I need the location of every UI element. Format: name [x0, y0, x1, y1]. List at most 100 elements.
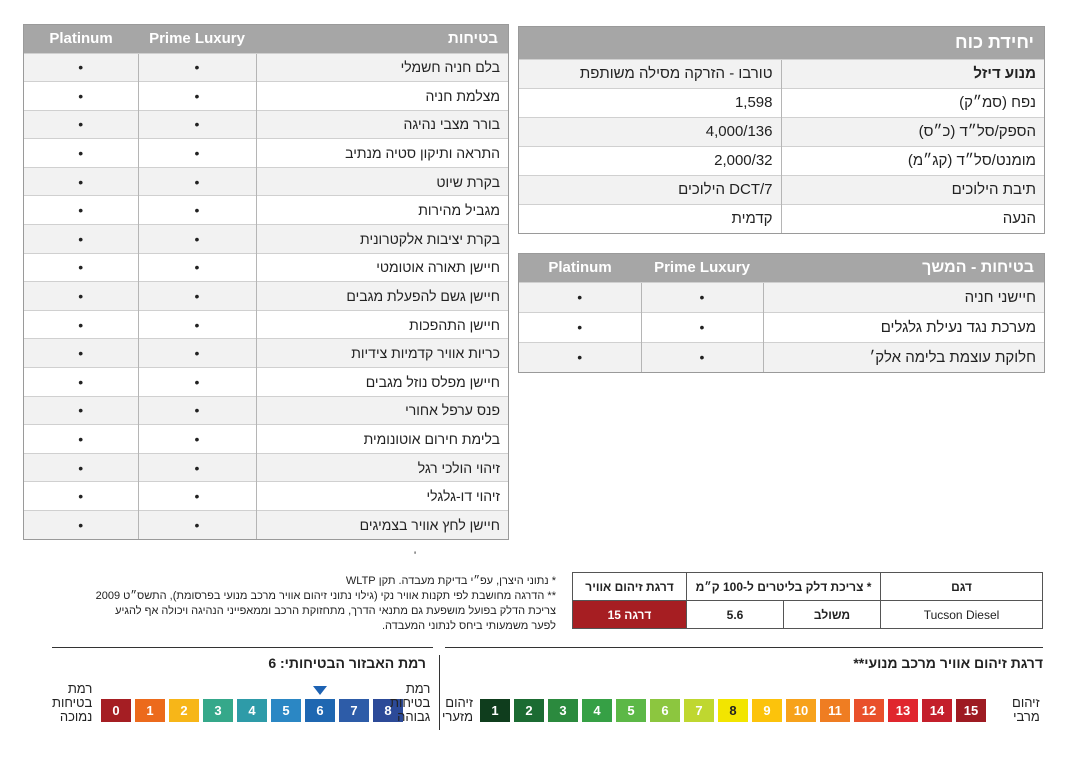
safety-item-label: בלם חניה חשמלי [255, 52, 508, 82]
platinum-dot: • [519, 281, 641, 312]
platinum-dot: • [24, 481, 138, 511]
prime-luxury-dot: • [137, 395, 256, 425]
safety-level-cell: 4 [237, 699, 267, 722]
prime-luxury-dot: • [137, 510, 256, 540]
power-table: יחידת כוח טורבו - הזרקה מסילה משותפת מנוע… [518, 26, 1045, 234]
safety-level-pointer [313, 686, 327, 695]
prime-luxury-dot: • [137, 281, 256, 311]
safety-item-label: בורר מצבי נהיגה [255, 109, 508, 139]
fuel-grade: דרגה 15 [572, 600, 687, 629]
pollution-grade-cell: 6 [650, 699, 680, 722]
pollution-grade-cell: 7 [684, 699, 714, 722]
safety-level-cell: 7 [339, 699, 369, 722]
prime-luxury-dot: • [137, 424, 256, 454]
safety-title: בטיחות [448, 30, 498, 48]
note-1: * נתוני היצרן, עפ״י בדיקת מעבדה. תקן WLT… [345, 575, 556, 587]
stray-mark: ' [414, 550, 417, 562]
platinum-dot: • [24, 424, 138, 454]
fuel-h-model: דגם [880, 572, 1043, 601]
safety-row: • • התראה ותיקון סטיה מנתיב [24, 138, 508, 168]
prime-luxury-dot: • [137, 81, 256, 111]
power-value: קדמית [519, 203, 781, 233]
safety2-header: Platinum Prime Luxury בטיחות - המשך [519, 254, 1044, 282]
safety-item-label: חיישן לחץ אוויר בצמיגים [255, 510, 508, 540]
prime-luxury-dot: • [137, 252, 256, 282]
fuel-value: 5.6 [686, 600, 784, 629]
pollution-grade-cell: 10 [786, 699, 816, 722]
power-label: תיבת הילוכים [780, 174, 1044, 204]
safety-level-cell: 3 [203, 699, 233, 722]
safety-row: • • מגביל מהירות [24, 195, 508, 225]
rule-left [52, 647, 433, 648]
power-header: יחידת כוח [519, 27, 1044, 59]
pollution-title: דרגת זיהום אוויר מרכב מנועי** [853, 655, 1043, 671]
pollution-min-label: זיהום מזערי [442, 695, 474, 724]
power-label: הספק/סל״ד (כ״ס) [780, 116, 1044, 146]
power-row: 4,000/136 הספק/סל״ד (כ״ס) [519, 116, 1044, 146]
pollution-grade-cell: 8 [718, 699, 748, 722]
pollution-grade-cell: 13 [888, 699, 918, 722]
safety-item-label: חיישן תאורה אוטומטי [255, 252, 508, 282]
footnotes: * נתוני היצרן, עפ״י בדיקת מעבדה. תקן WLT… [30, 574, 556, 634]
power-value: 2,000/32 [519, 145, 781, 175]
platinum-dot: • [24, 109, 138, 139]
pollution-grade-cell: 3 [548, 699, 578, 722]
platinum-dot: • [24, 452, 138, 482]
safety2-item-label: חלוקת עוצמת בלימה אלק׳ [762, 341, 1044, 372]
platinum-dot: • [519, 341, 641, 372]
prime-luxury-dot: • [137, 452, 256, 482]
pollution-grade-cell: 1 [480, 699, 510, 722]
safety2-row: • • מערכת נגד נעילת גלגלים [519, 311, 1044, 342]
safety-item-label: מגביל מהירות [255, 195, 508, 225]
note-2: ** הדרגה מחושבת לפי תקנות אוויר נקי (גיל… [95, 590, 556, 602]
safety-header: Platinum Prime Luxury בטיחות [24, 25, 508, 53]
safety-item-label: התראה ותיקון סטיה מנתיב [255, 138, 508, 168]
safety-high-label: רמת בטיחות גבוהה [390, 681, 431, 724]
platinum-dot: • [24, 309, 138, 339]
rule-right [445, 647, 1043, 648]
safety-item-label: פנס ערפל אחורי [255, 395, 508, 425]
power-title: יחידת כוח [955, 32, 1034, 53]
prime-luxury-dot: • [640, 311, 763, 342]
prime-luxury-dot: • [137, 109, 256, 139]
prime-luxury-dot: • [137, 309, 256, 339]
prime-luxury-dot: • [137, 138, 256, 168]
safety-item-label: חיישן מפלס נוזל מגבים [255, 367, 508, 397]
power-label: מנוע דיזל [780, 58, 1044, 88]
pollution-grade-cell: 5 [616, 699, 646, 722]
safety-level-title: רמת האבזור הבטיחותי: 6 [268, 655, 426, 671]
fuel-row: דרגה 15 5.6 משולב Tucson Diesel [572, 600, 1043, 629]
col2-platinum: Platinum [548, 259, 612, 277]
prime-luxury-dot: • [137, 195, 256, 225]
safety-row: • • זיהוי דו-גלגלי [24, 481, 508, 511]
pollution-max-label: זיהום מרבי [1012, 695, 1040, 724]
safety-item-label: בקרת שיוט [255, 166, 508, 196]
safety-row: • • חיישן מפלס נוזל מגבים [24, 367, 508, 397]
pollution-grade-cell: 9 [752, 699, 782, 722]
pollution-grade-cell: 14 [922, 699, 952, 722]
power-label: הנעה [780, 203, 1044, 233]
safety-row: • • חיישן תאורה אוטומטי [24, 252, 508, 282]
pollution-grade-cell: 15 [956, 699, 986, 722]
safety2-table: Platinum Prime Luxury בטיחות - המשך • • חי… [518, 253, 1045, 373]
platinum-dot: • [24, 252, 138, 282]
prime-luxury-dot: • [640, 281, 763, 312]
prime-luxury-dot: • [137, 224, 256, 254]
power-row: DCT/7 הילוכים תיבת הילוכים [519, 174, 1044, 204]
platinum-dot: • [24, 367, 138, 397]
safety-row: • • בלם חניה חשמלי [24, 52, 508, 82]
pollution-grade-cell: 2 [514, 699, 544, 722]
power-row: טורבו - הזרקה מסילה משותפת מנוע דיזל [519, 58, 1044, 88]
fuel-header: דרגת זיהום אוויר צריכת דלק בליטרים ל-100… [572, 572, 1043, 601]
safety2-title: בטיחות - המשך [922, 258, 1034, 276]
pollution-grade-cell: 11 [820, 699, 850, 722]
power-row: 2,000/32 מומנט/סל״ד (קג״מ) [519, 145, 1044, 175]
fuel-h-pollution: דרגת זיהום אוויר [572, 572, 687, 601]
platinum-dot: • [24, 224, 138, 254]
safety-level-cell: 2 [169, 699, 199, 722]
prime-luxury-dot: • [137, 481, 256, 511]
safety-row: • • חיישן לחץ אוויר בצמיגים [24, 510, 508, 540]
platinum-dot: • [24, 81, 138, 111]
safety2-row: • • חיישני חניה [519, 281, 1044, 312]
platinum-dot: • [24, 510, 138, 540]
